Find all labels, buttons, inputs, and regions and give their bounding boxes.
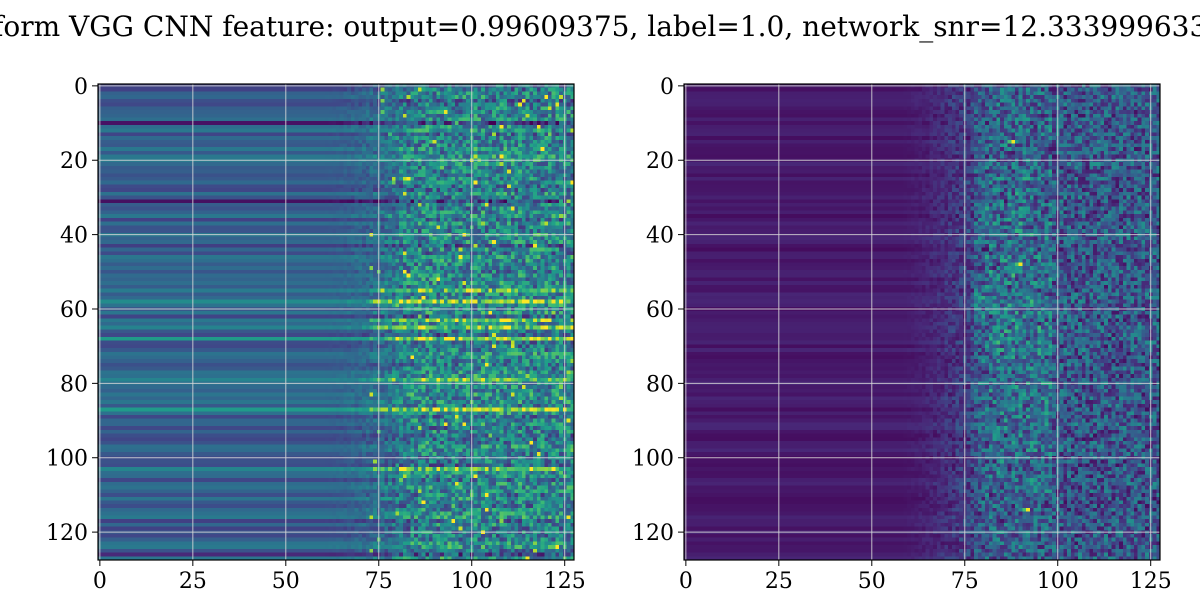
x-tick-label: 100 xyxy=(451,569,493,594)
axes-frame xyxy=(97,83,575,561)
x-tick-label: 0 xyxy=(679,569,693,594)
y-tick-label: 20 xyxy=(60,149,88,174)
chart-title: Q-transform VGG CNN feature: output=0.99… xyxy=(0,10,1200,43)
x-tick-label: 125 xyxy=(1130,569,1172,594)
x-tick-label: 100 xyxy=(1037,569,1079,594)
y-tick-label: 20 xyxy=(646,149,674,174)
x-tick-label: 75 xyxy=(951,569,979,594)
y-tick-label: 100 xyxy=(632,447,674,472)
x-tick-label: 75 xyxy=(365,569,393,594)
left-heatmap-panel: 0 25 50 75 100 125 0 20 40 60 80 100 120 xyxy=(46,75,586,594)
x-tick-label: 125 xyxy=(544,569,586,594)
y-tick-label: 80 xyxy=(60,372,88,397)
axes-frame xyxy=(683,83,1161,561)
x-tick-label: 25 xyxy=(179,569,207,594)
x-tick-label: 25 xyxy=(765,569,793,594)
y-tick-label: 0 xyxy=(660,75,674,100)
y-tick-label: 40 xyxy=(60,224,88,249)
y-tick-label: 60 xyxy=(646,298,674,323)
y-tick-label: 60 xyxy=(60,298,88,323)
y-tick-label: 120 xyxy=(632,521,674,546)
y-tick-label: 0 xyxy=(74,75,88,100)
y-tick-label: 100 xyxy=(46,447,88,472)
x-tick-label: 0 xyxy=(93,569,107,594)
y-tick-label: 40 xyxy=(646,224,674,249)
heatmap-image xyxy=(684,84,1160,560)
x-tick-label: 50 xyxy=(858,569,886,594)
y-tick-label: 120 xyxy=(46,521,88,546)
heatmap-image xyxy=(98,84,574,560)
x-tick-label: 50 xyxy=(272,569,300,594)
right-heatmap-panel: 0 25 50 75 100 125 0 20 40 60 80 100 120 xyxy=(632,75,1172,594)
y-tick-label: 80 xyxy=(646,372,674,397)
